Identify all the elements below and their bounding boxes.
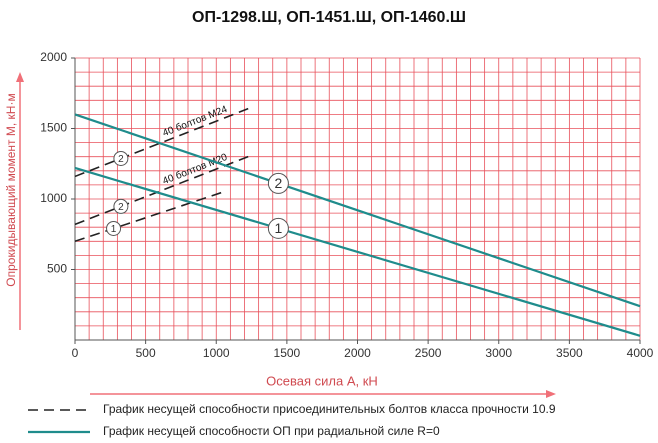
line-marker	[267, 217, 289, 239]
x-axis-label: Осевая сила А, кН	[266, 373, 378, 388]
x-tick-label: 0	[72, 346, 79, 360]
line-marker	[267, 172, 289, 194]
series-line	[74, 166, 641, 337]
y-arrow-head	[16, 72, 24, 82]
y-axis-label: Опрокидывающий момент М, кН·м	[4, 93, 18, 286]
line-marker-label: 1	[111, 224, 117, 235]
line-marker-label: 1	[275, 220, 283, 236]
legend-label: График несущей способности присоединител…	[103, 402, 556, 416]
line-marker-label: 2	[118, 154, 124, 165]
x-tick-label: 500	[136, 346, 156, 360]
series-line	[74, 191, 224, 243]
legend-label: График несущей способности ОП при радиал…	[103, 424, 440, 438]
y-tick-label: 1000	[40, 191, 67, 205]
x-tick-label: 2500	[415, 346, 442, 360]
x-tick-label: 4000	[627, 346, 654, 360]
line-annotation: 40 болтов M24	[161, 103, 229, 139]
y-tick-label: 1500	[40, 121, 67, 135]
chart-title: ОП-1298.Ш, ОП-1451.Ш, ОП-1460.Ш	[192, 9, 466, 26]
x-tick-label: 3500	[556, 346, 583, 360]
line-marker	[113, 198, 129, 214]
x-tick-label: 1500	[274, 346, 301, 360]
series-line	[74, 113, 641, 308]
line-marker	[113, 150, 129, 166]
y-tick-label: 2000	[40, 50, 67, 64]
line-marker	[106, 220, 122, 236]
x-arrow-head	[546, 390, 556, 398]
line-marker-label: 2	[118, 202, 124, 213]
x-tick-label: 2000	[344, 346, 371, 360]
y-tick-label: 500	[47, 262, 67, 276]
line-marker-label: 2	[275, 175, 283, 191]
x-tick-label: 3000	[485, 346, 512, 360]
x-tick-label: 1000	[203, 346, 230, 360]
